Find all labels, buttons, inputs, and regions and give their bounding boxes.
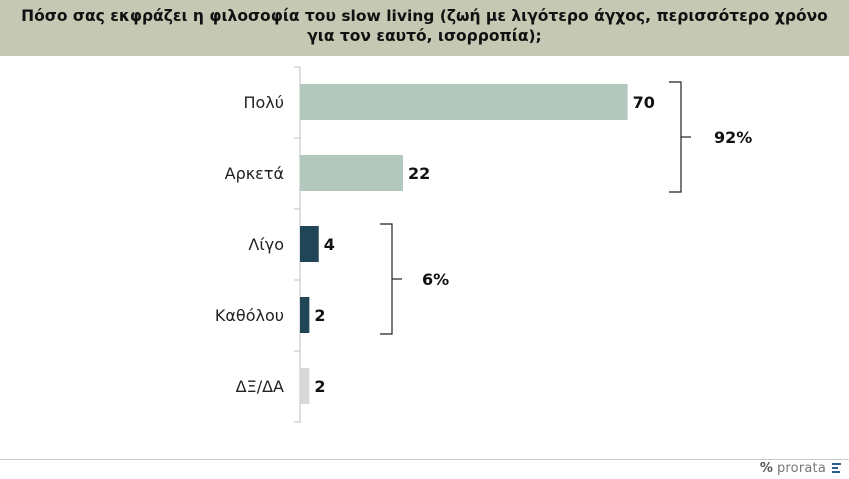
data-label: 2 (314, 306, 325, 325)
bar-3 (300, 226, 319, 262)
data-label: 22 (408, 164, 430, 183)
bar-1 (300, 84, 628, 120)
prorata-logo: % prorata (760, 458, 841, 478)
group-bracket (669, 81, 682, 193)
bar-4 (300, 297, 310, 333)
group-total-label: 92% (714, 128, 752, 147)
chart-title: Πόσο σας εκφράζει η φιλοσοφία του slow l… (21, 7, 828, 45)
title-bar: Πόσο σας εκφράζει η φιλοσοφία του slow l… (0, 0, 849, 56)
category-label: Αρκετά (225, 164, 284, 183)
percent-logo-icon: % (759, 460, 773, 476)
data-label: 70 (633, 93, 655, 112)
logo-text: prorata (776, 460, 826, 476)
group-bracket (380, 223, 393, 335)
category-label: Λίγο (248, 235, 284, 254)
bar-5 (300, 368, 310, 404)
logo-bars-icon (832, 463, 841, 473)
category-label: Πολύ (243, 93, 284, 112)
data-label: 4 (324, 235, 335, 254)
category-label: ΔΞ/ΔΑ (236, 377, 284, 396)
data-label: 2 (314, 377, 325, 396)
category-label: Καθόλου (215, 306, 284, 325)
group-total-label: 6% (422, 270, 449, 289)
footer-divider (0, 459, 849, 460)
bar-2 (300, 155, 403, 191)
